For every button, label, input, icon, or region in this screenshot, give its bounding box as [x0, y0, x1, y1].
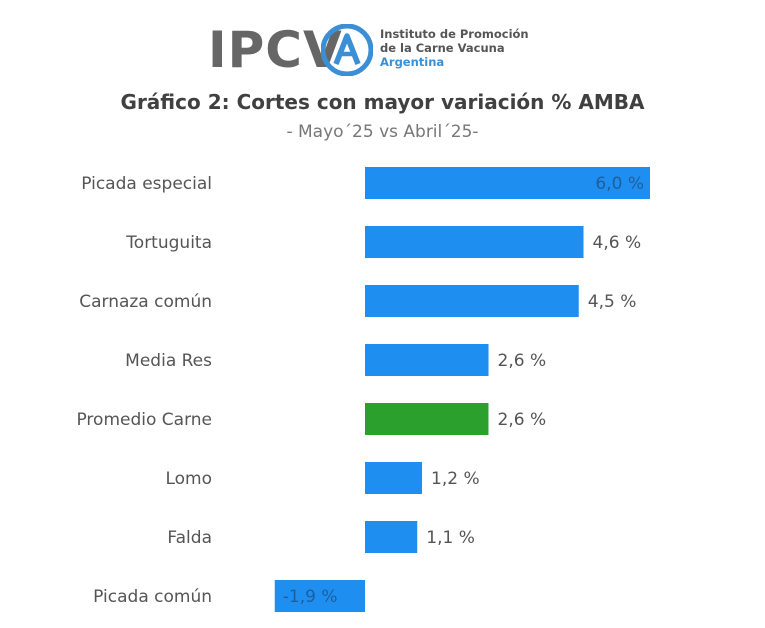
category-label-5: Lomo — [165, 469, 212, 489]
value-label-7: -1,9 % — [283, 587, 338, 607]
category-label-1: Tortuguita — [125, 233, 212, 253]
logo-a-icon — [321, 24, 373, 76]
value-label-6: 1,1 % — [426, 528, 475, 548]
ipcva-logo: IPCV Instituto de Promoción de la Carne … — [208, 22, 538, 78]
value-label-3: 2,6 % — [498, 351, 547, 371]
value-label-2: 4,5 % — [588, 292, 637, 312]
bar-3 — [365, 344, 489, 376]
chart-title: Gráfico 2: Cortes con mayor variación % … — [120, 90, 645, 114]
bar-5 — [365, 462, 422, 494]
bar-7 — [274, 580, 365, 612]
bar-0 — [365, 167, 650, 199]
category-label-7: Picada común — [93, 587, 212, 607]
chart-subtitle: - Mayo´25 vs Abril´25- — [286, 122, 479, 142]
bar-2 — [365, 285, 579, 317]
logo-line-1: Instituto de Promoción — [380, 27, 529, 41]
category-label-3: Media Res — [125, 351, 212, 371]
category-label-0: Picada especial — [81, 174, 212, 194]
bar-1 — [365, 226, 584, 258]
logo-line-2: de la Carne Vacuna — [380, 41, 505, 55]
logo-line-3: Argentina — [380, 55, 445, 69]
value-label-1: 4,6 % — [593, 233, 642, 253]
logo-text: Instituto de Promoción de la Carne Vacun… — [380, 27, 529, 69]
category-label-2: Carnaza común — [79, 292, 212, 312]
value-label-4: 2,6 % — [498, 410, 547, 430]
category-label-4: Promedio Carne — [76, 410, 212, 430]
bar-4 — [365, 403, 489, 435]
bar-6 — [365, 521, 418, 553]
logo-word: IPCV — [208, 21, 343, 79]
value-label-0: 6,0 % — [595, 174, 644, 194]
value-label-5: 1,2 % — [431, 469, 480, 489]
category-label-6: Falda — [167, 528, 212, 548]
